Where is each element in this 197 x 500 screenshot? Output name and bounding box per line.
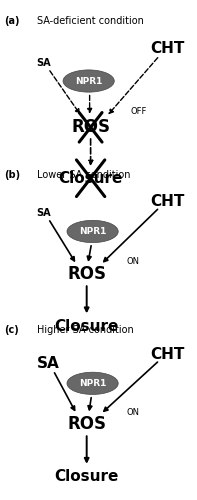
Text: ON: ON bbox=[126, 257, 139, 266]
Text: Lower SA condition: Lower SA condition bbox=[37, 170, 131, 180]
Text: SA: SA bbox=[36, 58, 51, 68]
Text: ROS: ROS bbox=[71, 118, 110, 136]
Ellipse shape bbox=[67, 220, 118, 242]
Text: Closure: Closure bbox=[59, 170, 123, 186]
Text: NPR1: NPR1 bbox=[75, 76, 102, 86]
Text: (b): (b) bbox=[4, 170, 20, 180]
Text: CHT: CHT bbox=[150, 346, 185, 362]
Text: SA-deficient condition: SA-deficient condition bbox=[37, 16, 144, 26]
Text: OFF: OFF bbox=[130, 106, 146, 116]
Text: CHT: CHT bbox=[150, 41, 185, 56]
Ellipse shape bbox=[67, 372, 118, 394]
Text: Closure: Closure bbox=[55, 470, 119, 484]
Text: ROS: ROS bbox=[67, 265, 106, 283]
Text: ROS: ROS bbox=[67, 414, 106, 432]
Text: (c): (c) bbox=[4, 325, 19, 335]
Text: SA: SA bbox=[36, 208, 51, 218]
Text: ON: ON bbox=[126, 408, 139, 418]
Text: CHT: CHT bbox=[150, 194, 185, 209]
Text: Higher SA condition: Higher SA condition bbox=[37, 325, 134, 335]
Text: (a): (a) bbox=[4, 16, 20, 26]
Text: SA: SA bbox=[37, 356, 60, 371]
Text: NPR1: NPR1 bbox=[79, 227, 106, 236]
Text: Closure: Closure bbox=[55, 319, 119, 334]
Ellipse shape bbox=[63, 70, 114, 92]
Text: NPR1: NPR1 bbox=[79, 379, 106, 388]
